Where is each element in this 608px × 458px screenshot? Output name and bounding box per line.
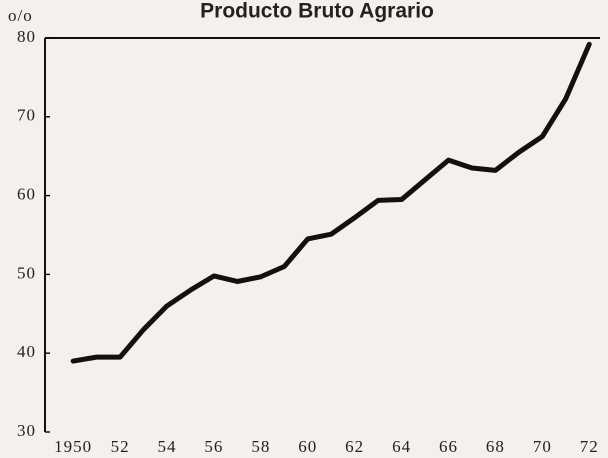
x-tick-label: 58 xyxy=(251,437,270,456)
x-tick-label: 52 xyxy=(111,437,130,456)
x-tick-label: 66 xyxy=(439,437,458,456)
x-tick-label: 60 xyxy=(298,437,317,456)
x-tick-label: 56 xyxy=(204,437,223,456)
y-tick-label: 30 xyxy=(17,421,36,440)
x-tick-label: 1950 xyxy=(54,437,92,456)
y-tick-label: 40 xyxy=(17,342,36,361)
x-tick-label: 54 xyxy=(157,437,176,456)
x-tick-label: 72 xyxy=(580,437,599,456)
x-tick-label: 68 xyxy=(486,437,505,456)
y-unit: o/o xyxy=(8,6,33,25)
chart-title: Producto Bruto Agrario xyxy=(200,0,434,23)
y-tick-label: 80 xyxy=(17,27,36,46)
x-tick-label: 70 xyxy=(533,437,552,456)
y-tick-label: 60 xyxy=(17,185,36,204)
data-line xyxy=(70,41,592,364)
x-tick-label: 62 xyxy=(345,437,364,456)
y-tick-label: 70 xyxy=(17,106,36,125)
x-tick-label: 64 xyxy=(392,437,411,456)
y-tick-label: 50 xyxy=(17,263,36,282)
